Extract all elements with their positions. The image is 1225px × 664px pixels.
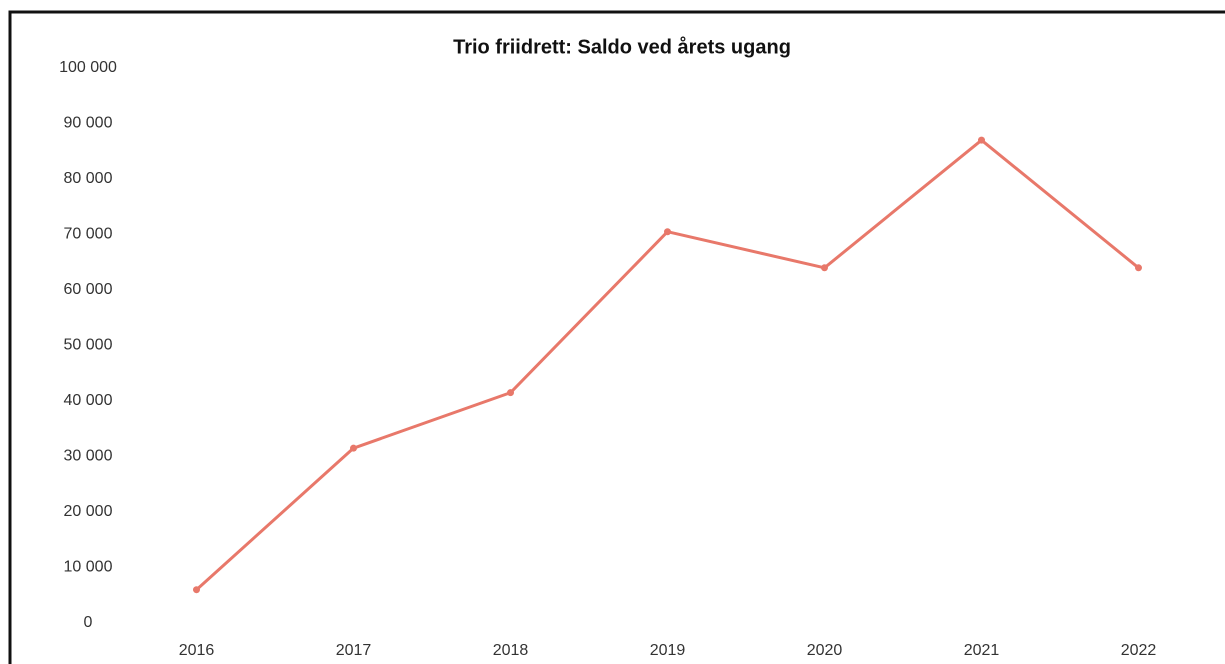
chart-title: Trio friidrett: Saldo ved årets ugang xyxy=(453,35,791,58)
point xyxy=(978,136,985,144)
y-tick-label: 10 000 xyxy=(64,559,113,576)
point xyxy=(821,264,828,272)
y-tick-label: 100 000 xyxy=(59,59,117,76)
x-tick-label: 2020 xyxy=(807,642,843,659)
y-tick-label: 0 xyxy=(84,614,93,631)
y-tick-label: 20 000 xyxy=(64,503,113,520)
y-tick-label: 50 000 xyxy=(64,337,113,354)
point xyxy=(1135,264,1142,272)
x-tick-label: 2019 xyxy=(650,642,686,659)
x-tick-label: 2016 xyxy=(179,642,215,659)
x-tick-label: 2021 xyxy=(964,642,1000,659)
point xyxy=(350,444,357,452)
y-tick-label: 30 000 xyxy=(64,448,113,465)
point xyxy=(664,228,671,236)
y-tick-label: 80 000 xyxy=(64,170,113,187)
y-tick-label: 60 000 xyxy=(64,281,113,298)
line xyxy=(195,138,1140,591)
point xyxy=(507,389,514,397)
x-tick-label: 2022 xyxy=(1121,642,1157,659)
frame xyxy=(8,10,1225,664)
x-tick-label: 2018 xyxy=(493,642,529,659)
x-tick-label: 2017 xyxy=(336,642,372,659)
y-tick-label: 40 000 xyxy=(64,392,113,409)
point xyxy=(193,586,200,594)
y-tick-label: 90 000 xyxy=(64,115,113,132)
y-tick-label: 70 000 xyxy=(64,226,113,243)
